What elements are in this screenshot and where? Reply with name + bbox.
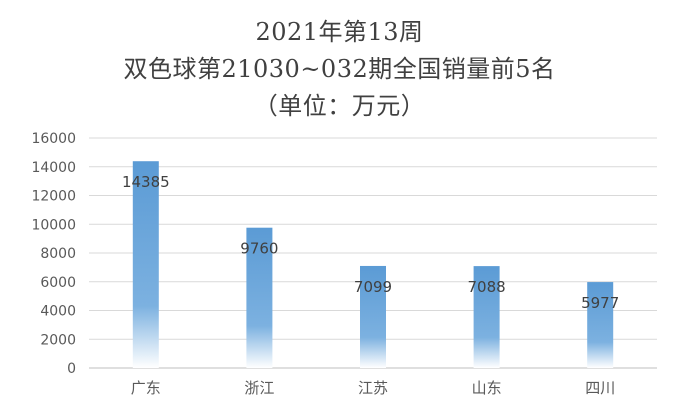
x-tick-label: 四川 (585, 379, 615, 397)
data-labels: 14385 9760 7099 7088 5977 (122, 173, 619, 312)
data-label: 7099 (354, 278, 392, 296)
chart-title-line-2: 双色球第21030~032期全国销量前5名 (123, 55, 556, 83)
x-tick-label: 广东 (131, 379, 161, 397)
y-tick-label: 2000 (40, 332, 76, 348)
bar (473, 266, 500, 368)
y-tick-label: 6000 (40, 275, 76, 291)
y-tick-label: 8000 (40, 246, 76, 262)
y-tick-label: 16000 (31, 131, 76, 147)
data-label: 14385 (122, 173, 170, 191)
data-label: 5977 (581, 294, 619, 312)
bars (132, 161, 614, 368)
x-tick-label: 江苏 (358, 379, 388, 397)
y-tick-label: 0 (67, 361, 76, 377)
x-tick-label: 山东 (472, 379, 502, 397)
x-axis-ticks: 广东 浙江 江苏 山东 四川 (131, 379, 615, 397)
y-tick-label: 10000 (31, 217, 76, 233)
chart-title-line-3: （单位：万元） (253, 92, 426, 120)
y-tick-label: 14000 (31, 160, 76, 176)
bar (360, 265, 386, 368)
y-tick-label: 4000 (40, 304, 76, 320)
bar (587, 282, 614, 368)
bar (246, 227, 273, 368)
chart-title-line-1: 2021年第13周 (255, 18, 424, 46)
data-label: 9760 (240, 240, 278, 258)
x-tick-label: 浙江 (244, 379, 274, 397)
bar (132, 161, 159, 368)
y-axis-ticks: 0 2000 4000 6000 8000 10000 12000 14000 16000 (31, 131, 76, 377)
y-tick-label: 12000 (31, 189, 76, 205)
data-label: 7088 (468, 278, 506, 296)
